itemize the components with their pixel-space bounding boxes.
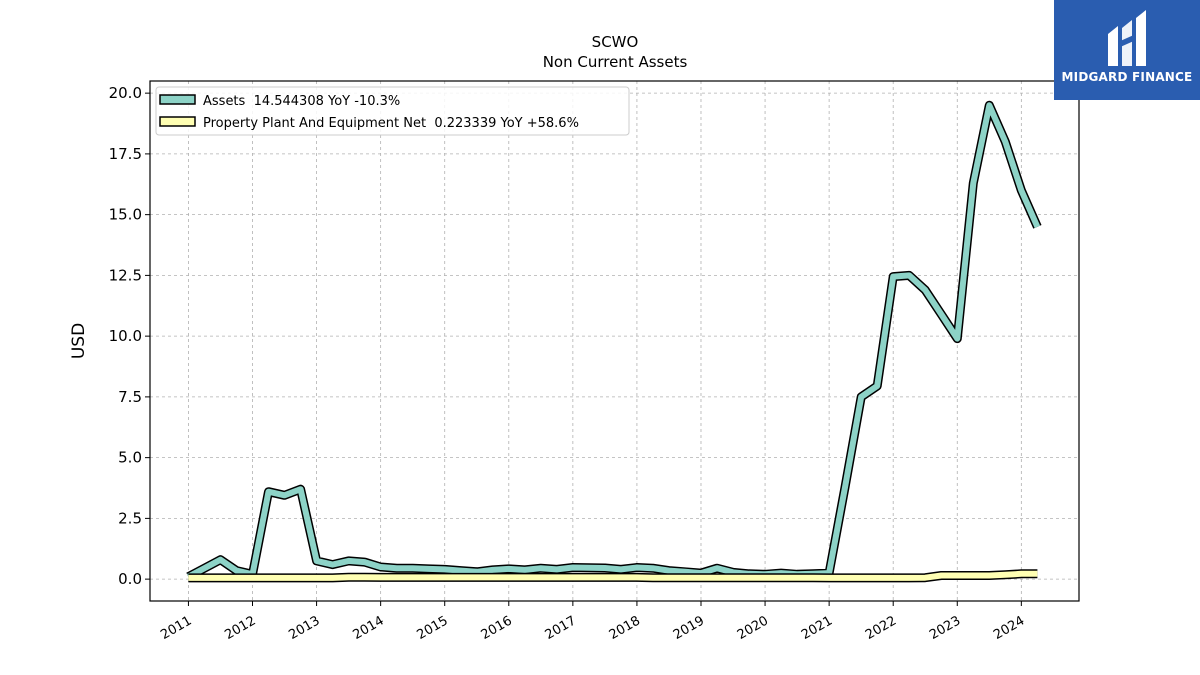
x-tick-label: 2014 (350, 613, 386, 643)
plot-frame (149, 80, 1080, 602)
chart-subtitle: Non Current Assets (543, 53, 688, 71)
legend-swatch-assets (159, 94, 196, 105)
x-tick-label: 2021 (799, 613, 835, 643)
legend: Assets 14.544308 YoY -10.3% Property Pla… (155, 86, 630, 136)
x-axis: 2011 2012 2013 2014 2015 2016 2017 2018 2019 2020… (158, 601, 1027, 643)
y-tick-label: 0.0 (118, 570, 142, 588)
y-tick-label: 17.5 (109, 145, 142, 163)
chart-title: SCWO (592, 33, 639, 51)
y-tick-label: 10.0 (109, 327, 142, 345)
x-tick-label: 2020 (735, 613, 771, 643)
grid (150, 81, 1079, 601)
x-tick-label: 2016 (479, 613, 515, 643)
y-tick-label: 5.0 (118, 449, 142, 467)
x-tick-label: 2013 (286, 613, 322, 643)
series-line-1 (188, 570, 1038, 581)
legend-box (155, 86, 630, 136)
y-axis: 0.0 2.5 5.0 7.5 10.0 12.5 15.0 17.5 20.0 (109, 84, 150, 588)
logo-mark-icon (1108, 10, 1146, 66)
legend-swatch-ppe (159, 116, 196, 127)
y-axis-label: USD (69, 323, 89, 359)
series-outline-0 (186, 100, 1042, 581)
legend-label-assets: Assets 14.544308 YoY -10.3% (203, 94, 400, 109)
x-tick-label: 2022 (863, 613, 899, 643)
y-tick-label: 2.5 (118, 509, 142, 527)
x-tick-label: 2019 (671, 613, 707, 643)
series-line-0 (186, 102, 1041, 580)
x-tick-label: 2011 (158, 613, 194, 643)
series-layer (186, 100, 1042, 583)
logo-text: MIDGARD FINANCE (1061, 70, 1193, 84)
x-tick-label: 2012 (222, 613, 258, 643)
midgard-finance-logo: MIDGARD FINANCE (1054, 0, 1200, 100)
legend-label-ppe: Property Plant And Equipment Net 0.22333… (203, 116, 579, 131)
x-tick-label: 2017 (543, 613, 579, 643)
y-tick-label: 15.0 (109, 206, 142, 224)
y-tick-label: 7.5 (118, 388, 142, 406)
y-tick-label: 12.5 (109, 266, 142, 284)
y-tick-label: 20.0 (109, 84, 142, 102)
x-tick-label: 2018 (607, 613, 643, 643)
x-tick-label: 2015 (415, 613, 451, 643)
x-tick-label: 2024 (991, 613, 1027, 643)
x-tick-label: 2023 (927, 613, 963, 643)
